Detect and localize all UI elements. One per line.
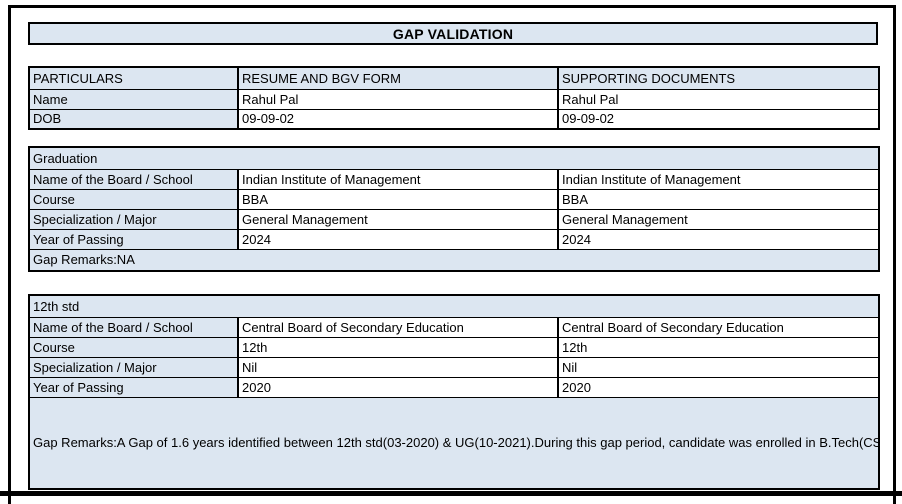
page-divider (0, 491, 902, 496)
value-cell-supporting: 12th (556, 336, 880, 358)
header-cell-resume-bgv: RESUME AND BGV FORM (237, 66, 559, 90)
value-cell-resume: General Management (237, 208, 559, 230)
value-cell-resume: Indian Institute of Management (237, 168, 559, 190)
identity-header-row: PARTICULARS RESUME AND BGV FORM SUPPORTI… (28, 66, 880, 90)
section-header-row: Graduation (28, 146, 880, 170)
value-cell-resume: Rahul Pal (237, 88, 559, 110)
table-row-specialization: Specialization / Major General Managemen… (28, 208, 880, 230)
table-row-year-of-passing: Year of Passing 2024 2024 (28, 228, 880, 250)
graduation-section-table: Graduation Name of the Board / School In… (28, 146, 880, 272)
value-cell-supporting: General Management (557, 208, 880, 230)
table-row-year-of-passing: Year of Passing 2020 2020 (28, 376, 880, 398)
identity-table: PARTICULARS RESUME AND BGV FORM SUPPORTI… (28, 66, 880, 130)
value-cell-supporting: Indian Institute of Management (557, 168, 880, 190)
value-cell-supporting: Nil (556, 356, 880, 378)
label-cell: Year of Passing (28, 228, 239, 250)
gap-remarks-row: Gap Remarks:NA (28, 248, 880, 272)
table-row-course: Course BBA BBA (28, 188, 880, 210)
gap-remarks-row: Gap Remarks:A Gap of 1.6 years identifie… (28, 396, 880, 489)
value-cell-supporting: 2020 (556, 376, 880, 398)
value-cell-resume: Nil (237, 356, 559, 378)
twelfth-std-section-table: 12th std Name of the Board / School Cent… (28, 294, 881, 490)
table-row-board: Name of the Board / School Indian Instit… (28, 168, 880, 190)
header-cell-supporting-docs: SUPPORTING DOCUMENTS (557, 66, 880, 90)
label-cell: Course (28, 188, 239, 210)
value-cell-supporting: 2024 (557, 228, 880, 250)
label-cell: Specialization / Major (28, 208, 239, 230)
gap-remarks-graduation: Gap Remarks:NA (28, 248, 880, 272)
value-cell-resume: Central Board of Secondary Education (237, 316, 559, 338)
value-cell-supporting: 09-09-02 (557, 108, 880, 130)
label-cell: Name (28, 88, 239, 110)
value-cell-resume: 2024 (237, 228, 559, 250)
value-cell-supporting: Rahul Pal (557, 88, 880, 110)
value-cell-resume: BBA (237, 188, 559, 210)
table-row-name: Name Rahul Pal Rahul Pal (28, 88, 880, 110)
label-cell: Name of the Board / School (28, 316, 239, 338)
document-frame (8, 5, 896, 504)
label-cell: Course (28, 336, 239, 358)
table-row-specialization: Specialization / Major Nil Nil (28, 356, 880, 378)
value-cell-resume: 09-09-02 (237, 108, 559, 130)
value-cell-supporting: Central Board of Secondary Education (556, 316, 880, 338)
section-title-12th-std: 12th std (28, 294, 880, 318)
label-cell: Name of the Board / School (28, 168, 239, 190)
page-title: GAP VALIDATION (28, 22, 878, 45)
value-cell-supporting: BBA (557, 188, 880, 210)
value-cell-resume: 12th (237, 336, 559, 358)
gap-remarks-12th-std: Gap Remarks:A Gap of 1.6 years identifie… (28, 396, 880, 489)
label-cell: Year of Passing (28, 376, 239, 398)
label-cell: Specialization / Major (28, 356, 239, 378)
table-row-course: Course 12th 12th (28, 336, 880, 358)
label-cell: DOB (28, 108, 239, 130)
section-header-row: 12th std (28, 294, 880, 318)
value-cell-resume: 2020 (237, 376, 559, 398)
header-cell-particulars: PARTICULARS (28, 66, 239, 90)
table-row-dob: DOB 09-09-02 09-09-02 (28, 108, 880, 130)
table-row-board: Name of the Board / School Central Board… (28, 316, 880, 338)
section-title-graduation: Graduation (28, 146, 880, 170)
